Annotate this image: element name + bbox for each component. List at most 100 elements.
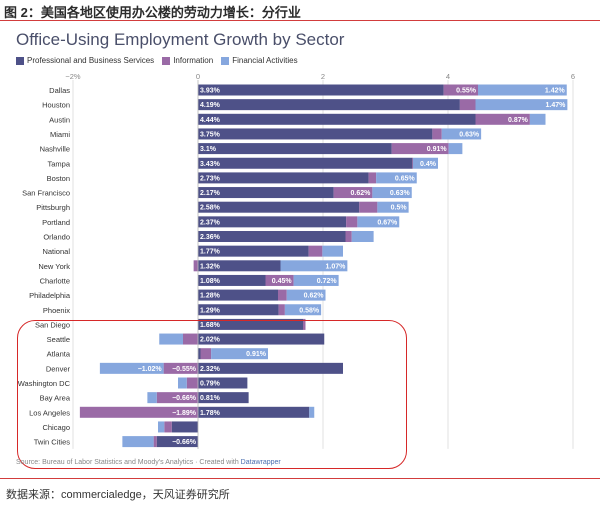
category-label: Boston [47, 174, 70, 183]
data-label: 2.17% [200, 190, 221, 197]
data-label: 1.47% [546, 102, 567, 109]
data-label: 1.77% [200, 249, 221, 256]
data-label: 2.36% [200, 234, 221, 241]
bar-information [345, 231, 352, 242]
bar-financial [529, 113, 546, 125]
data-label: −1.89% [172, 410, 197, 417]
data-label: 0.4% [420, 161, 437, 168]
category-label: Los Angeles [29, 408, 70, 417]
data-label: 1.32% [200, 263, 221, 270]
bar-information [164, 421, 172, 433]
bar-financial [441, 128, 482, 140]
category-label: Nashville [40, 145, 70, 154]
data-label: 0.58% [299, 307, 320, 314]
bar-financial [322, 245, 343, 257]
category-label: Tampa [47, 159, 70, 168]
data-label: 4.44% [200, 117, 221, 124]
bar-financial [122, 436, 154, 448]
bar-information [359, 201, 378, 213]
data-label: 1.78% [200, 410, 221, 417]
chart-legend: Professional and Business Services Infor… [16, 56, 298, 65]
bar-information [459, 99, 476, 111]
bar-professional [198, 216, 347, 228]
category-label: San Diego [35, 320, 70, 329]
bar-professional [198, 318, 303, 330]
bar-financial [178, 377, 187, 389]
x-tick-label: 6 [571, 72, 575, 81]
legend-swatch-professional [16, 56, 24, 65]
bar-professional [198, 128, 433, 140]
bar-information [412, 157, 413, 169]
category-label: Washington DC [18, 379, 71, 388]
data-label: 0.81% [200, 395, 221, 402]
bar-financial [448, 143, 463, 155]
bar-information [200, 348, 212, 360]
category-label: Austin [49, 115, 70, 124]
data-label: 2.58% [200, 205, 221, 212]
data-label: 2.02% [200, 337, 221, 344]
bar-professional [198, 362, 343, 374]
bar-financial [159, 333, 183, 345]
bar-information [153, 436, 157, 448]
category-label: Bay Area [40, 394, 71, 403]
bar-information [156, 392, 198, 404]
bar-professional [198, 172, 369, 184]
figure-title: 图 2：美国各地区使用办公楼的劳动力增长：分行业 [4, 5, 301, 20]
data-label: 0.91% [246, 351, 267, 358]
bar-professional [198, 245, 309, 257]
category-label: Twin Cities [34, 438, 71, 447]
data-label: 1.68% [200, 322, 221, 329]
bar-information [183, 333, 198, 345]
bar-information [443, 84, 478, 96]
bar-financial [376, 172, 417, 184]
bar-information [193, 260, 198, 272]
bar-financial [351, 231, 374, 242]
chart-source: Source: Bureau of Labor Statistics and M… [16, 459, 281, 466]
bar-information [265, 274, 294, 286]
data-label: 0.45% [272, 278, 293, 285]
data-label: 1.08% [200, 278, 221, 285]
x-tick-label: −2% [65, 72, 81, 81]
x-tick-label: 2 [321, 72, 325, 81]
bar-information [368, 172, 377, 184]
source-link[interactable]: Datawrapper [240, 459, 281, 466]
bar-professional [198, 143, 392, 155]
legend-item-financial: Financial Activities [221, 56, 298, 65]
highlight-outline [17, 320, 407, 469]
bar-professional [198, 289, 278, 301]
bar-professional [198, 99, 460, 111]
data-label: 2.37% [200, 219, 221, 226]
category-label: Dallas [49, 86, 70, 95]
legend-swatch-information [162, 56, 171, 65]
bar-professional [198, 201, 360, 213]
bar-information [333, 187, 373, 199]
data-label: 1.07% [326, 263, 347, 270]
bar-financial [413, 157, 438, 169]
bar-professional [198, 406, 310, 418]
bar-professional [198, 113, 476, 125]
category-label: Atlanta [47, 350, 71, 359]
bar-professional [156, 436, 198, 448]
data-label: 3.43% [200, 161, 221, 168]
footer-source: 数据来源：commercialedge，天风证券研究所 [6, 489, 230, 501]
bar-information [308, 245, 323, 257]
bar-financial [293, 274, 339, 286]
data-label: 0.91% [427, 146, 448, 153]
category-label: Pittsburgh [36, 203, 70, 212]
bar-financial [284, 304, 322, 316]
bar-professional [171, 421, 198, 433]
category-label: Portland [42, 218, 70, 227]
bar-professional [198, 231, 346, 242]
bar-professional [198, 274, 266, 286]
bar-information [391, 143, 449, 155]
data-label: 0.79% [200, 381, 221, 388]
category-label: Orlando [43, 233, 70, 242]
bar-information [303, 318, 306, 330]
data-label: 1.29% [200, 307, 221, 314]
chart-title: Office-Using Employment Growth by Sector [16, 30, 345, 49]
data-label: 1.42% [545, 88, 566, 95]
category-label: Philadelphia [29, 291, 71, 300]
category-label: New York [38, 262, 70, 271]
legend-label-information: Information [173, 56, 214, 65]
